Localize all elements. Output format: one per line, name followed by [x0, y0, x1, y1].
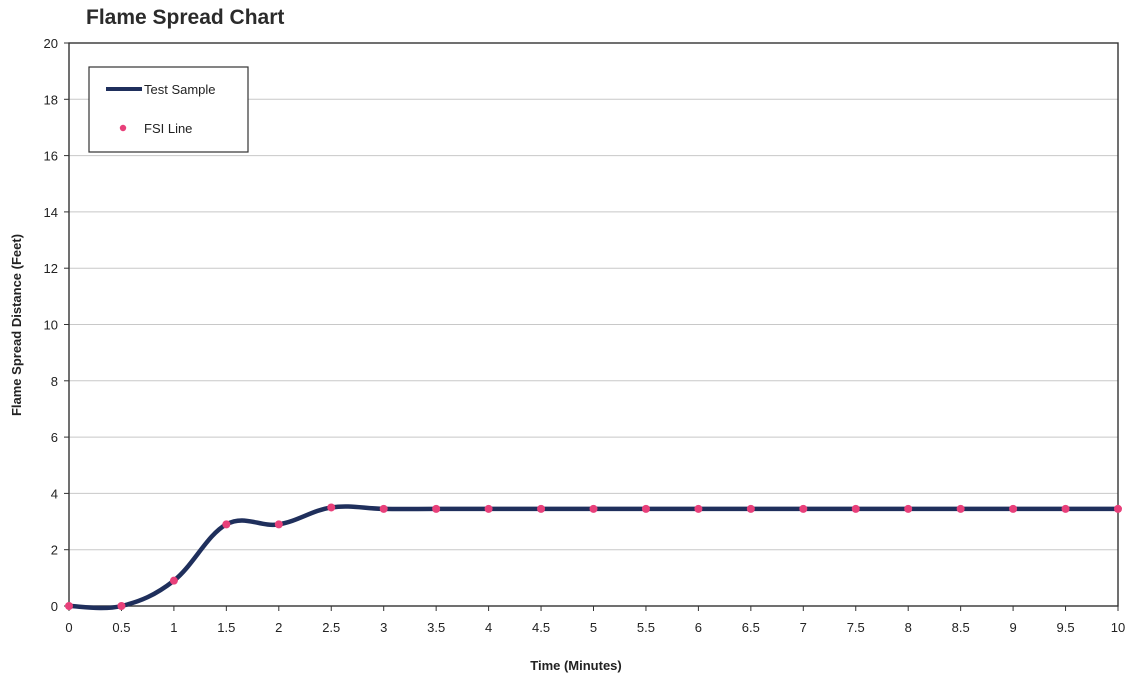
data-point-fsi-line [169, 576, 178, 585]
x-tick-label: 0 [65, 620, 72, 635]
y-tick-label: 2 [51, 543, 58, 558]
x-tick-label: 7 [800, 620, 807, 635]
x-tick-label: 5.5 [637, 620, 655, 635]
x-tick-label: 5 [590, 620, 597, 635]
legend-label-fsi-line: FSI Line [144, 121, 192, 136]
data-point-fsi-line [746, 504, 755, 513]
x-tick-label: 6.5 [742, 620, 760, 635]
x-tick-label: 8 [905, 620, 912, 635]
x-tick-label: 4.5 [532, 620, 550, 635]
grid-lines [69, 98, 1118, 551]
data-point-fsi-line [327, 503, 336, 512]
y-tick-label: 12 [44, 261, 58, 276]
x-tick-label: 4 [485, 620, 492, 635]
data-point-fsi-line [851, 504, 860, 513]
y-tick-label: 4 [51, 486, 58, 501]
data-point-fsi-line [484, 504, 493, 513]
x-tick-label: 10 [1111, 620, 1125, 635]
data-point-fsi-line [956, 504, 965, 513]
data-point-fsi-line [1061, 504, 1070, 513]
data-point-fsi-line [432, 504, 441, 513]
data-point-fsi-line [641, 504, 650, 513]
data-point-fsi-line [379, 504, 388, 513]
data-point-fsi-line [1114, 504, 1122, 513]
x-tick-label: 7.5 [847, 620, 865, 635]
data-point-fsi-line [904, 504, 913, 513]
data-point-fsi-line [799, 504, 808, 513]
y-tick-label: 10 [44, 318, 58, 333]
data-point-fsi-line [222, 520, 231, 529]
y-axis-title: Flame Spread Distance (Feet) [9, 234, 24, 416]
legend-box [88, 66, 249, 153]
x-tick-label: 6 [695, 620, 702, 635]
data-point-fsi-line [117, 602, 126, 610]
y-tick-label: 6 [51, 430, 58, 445]
marker-layer [65, 503, 1122, 610]
x-tick-label: 0.5 [112, 620, 130, 635]
x-axis-title: Time (Minutes) [530, 658, 622, 673]
legend-label-test-sample: Test Sample [144, 82, 216, 97]
data-point-fsi-line [537, 504, 546, 513]
x-tick-label: 2 [275, 620, 282, 635]
data-point-fsi-line [274, 520, 283, 529]
y-tick-label: 20 [44, 36, 58, 51]
x-tick-label: 2.5 [322, 620, 340, 635]
x-tick-label: 1.5 [217, 620, 235, 635]
x-tick-label: 9 [1009, 620, 1016, 635]
y-tick-label: 8 [51, 374, 58, 389]
x-tick-label: 1 [170, 620, 177, 635]
data-point-fsi-line [694, 504, 703, 513]
x-tick-label: 8.5 [952, 620, 970, 635]
legend: Test Sample FSI Line [88, 66, 249, 153]
y-tick-label: 14 [44, 205, 58, 220]
x-tick-label: 9.5 [1057, 620, 1075, 635]
x-tick-label: 3.5 [427, 620, 445, 635]
y-tick-label: 16 [44, 149, 58, 164]
legend-swatch-fsi-line [119, 124, 127, 132]
x-tick-label: 3 [380, 620, 387, 635]
data-point-fsi-line [65, 602, 73, 610]
y-tick-label: 0 [51, 599, 58, 614]
y-tick-label: 18 [44, 92, 58, 107]
y-axis-ticks: 0 2 4 6 8 10 12 14 16 18 20 [44, 36, 69, 614]
chart-title: Flame Spread Chart [86, 6, 285, 29]
data-point-fsi-line [1009, 504, 1018, 513]
data-point-fsi-line [589, 504, 598, 513]
x-axis-ticks: 0 0.5 1 1.5 2 2.5 3 3.5 4 4.5 5 5.5 6 6.5 7 7.5 8 8.5 9 9.5… [65, 606, 1125, 635]
